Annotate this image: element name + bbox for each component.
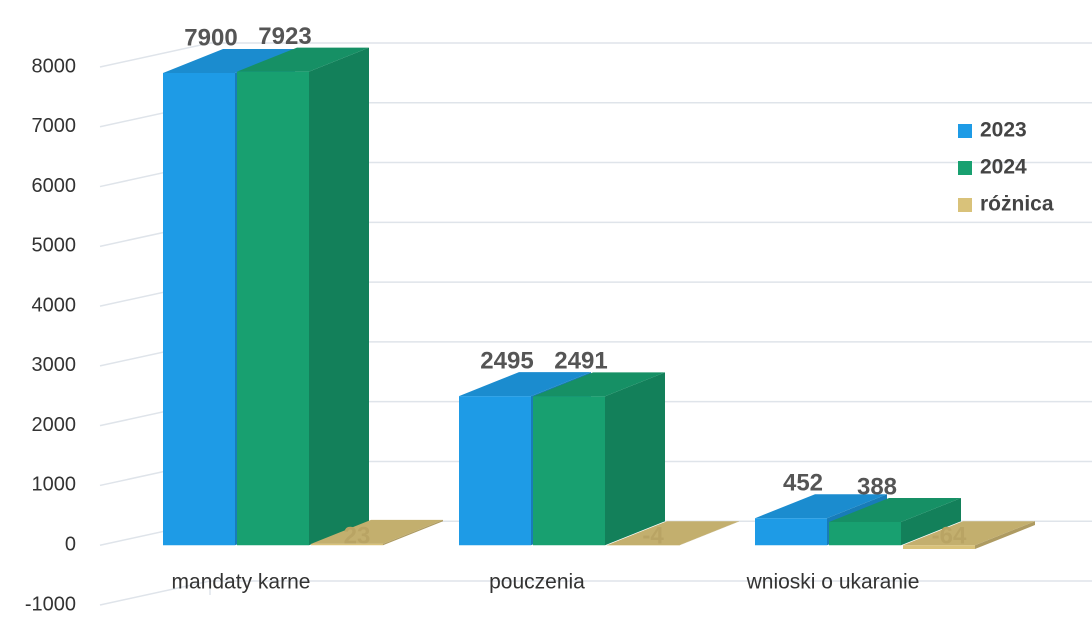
y-tick-label: -1000	[25, 593, 76, 615]
y-tick-label: 7000	[32, 115, 77, 137]
y-tick-label: 0	[65, 534, 76, 556]
legend-swatch	[958, 198, 972, 212]
value-label: -4	[642, 523, 664, 550]
y-tick-label: 4000	[32, 294, 77, 316]
value-label: 388	[857, 473, 897, 500]
value-label: 2491	[554, 348, 607, 375]
bar-face	[533, 396, 605, 545]
value-label: 452	[783, 470, 823, 497]
legend-swatch	[958, 161, 972, 175]
y-tick-label: 3000	[32, 354, 77, 376]
bar-face	[755, 518, 827, 545]
bar-face	[829, 522, 901, 545]
x-tick-label: wnioski o ukaranie	[746, 571, 920, 594]
value-label: 2495	[480, 347, 533, 374]
y-tick-label: 6000	[32, 175, 77, 197]
value-label: 23	[344, 523, 371, 550]
y-tick-label: 5000	[32, 235, 77, 257]
x-tick-label: mandaty karne	[172, 571, 311, 594]
value-label: 7900	[184, 24, 237, 51]
value-label: -64	[932, 523, 967, 550]
bar-face	[605, 372, 665, 545]
x-tick-label: pouczenia	[489, 571, 585, 594]
y-tick-label: 2000	[32, 414, 77, 436]
bar-face	[163, 73, 235, 545]
bar-face	[309, 48, 369, 546]
bar	[533, 372, 665, 545]
legend-label: różnica	[980, 193, 1054, 216]
bar-face	[459, 396, 531, 545]
bar-face	[237, 72, 309, 546]
bar	[237, 48, 369, 546]
y-tick-label: 8000	[32, 55, 77, 77]
legend-label: 2023	[980, 119, 1027, 142]
value-label: 7923	[258, 23, 311, 50]
legend-swatch	[958, 124, 972, 138]
legend-label: 2024	[980, 156, 1027, 179]
y-tick-label: 1000	[32, 474, 77, 496]
